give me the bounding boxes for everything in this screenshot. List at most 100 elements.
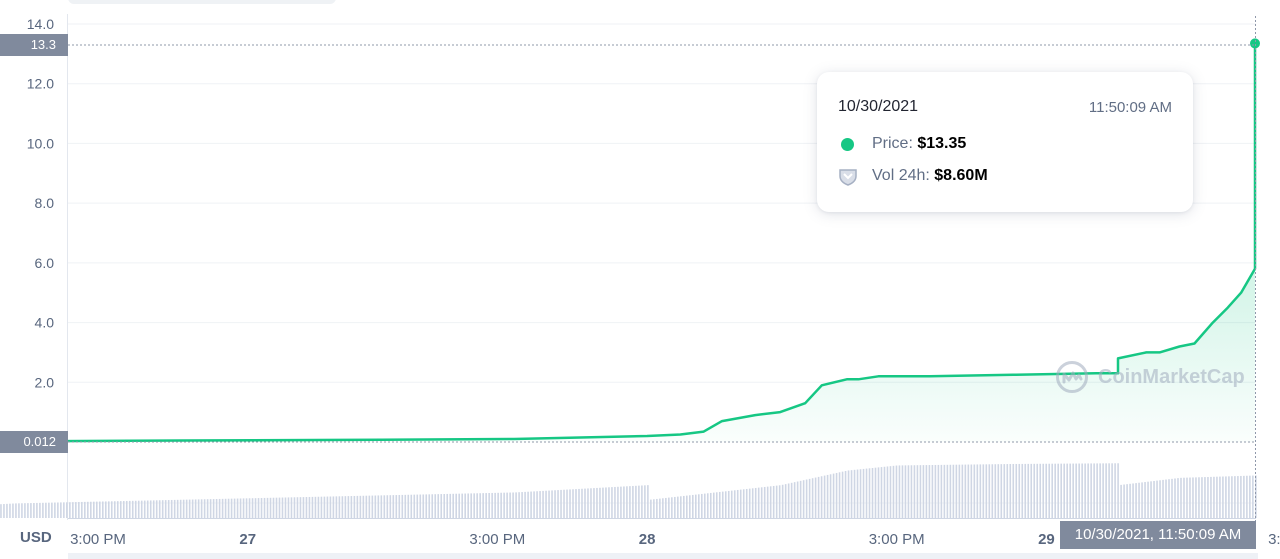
volume-bar xyxy=(0,504,2,518)
volume-bar xyxy=(131,500,134,518)
volume-bar xyxy=(572,489,574,518)
volume-bar xyxy=(39,502,41,518)
volume-bar xyxy=(353,495,356,518)
volume-bar xyxy=(248,498,251,518)
volume-bar xyxy=(500,492,502,518)
low-price-badge: 0.012 xyxy=(0,431,68,453)
x-tick-label: 3:00 PM xyxy=(869,531,925,548)
x-tick-label: 3:00 PM xyxy=(469,531,525,548)
volume-bar xyxy=(479,493,481,518)
y-tick-label: 2.0 xyxy=(35,374,55,390)
volume-bar xyxy=(60,502,62,518)
volume-bar xyxy=(904,465,907,518)
volume-bar xyxy=(371,495,374,518)
volume-bar xyxy=(766,486,769,518)
chart-range-tabs-edge xyxy=(68,0,336,4)
volume-bar xyxy=(233,498,236,518)
volume-bar xyxy=(1009,464,1012,518)
volume-bar xyxy=(12,503,14,518)
volume-bar xyxy=(757,487,760,518)
volume-bar xyxy=(1078,463,1080,518)
volume-bar xyxy=(659,498,661,518)
volume-bar xyxy=(692,494,694,518)
volume-bar xyxy=(1087,463,1089,518)
volume-bar xyxy=(994,464,997,518)
volume-bar xyxy=(617,486,619,518)
volume-bar xyxy=(392,495,395,518)
watermark-text: CoinMarketCap xyxy=(1098,366,1245,388)
volume-bar xyxy=(179,499,182,518)
volume-bar xyxy=(443,493,446,518)
volume-bar xyxy=(482,493,484,518)
volume-bar xyxy=(188,499,191,518)
volume-bar xyxy=(485,493,487,518)
volume-bar xyxy=(838,472,841,518)
volume-bar xyxy=(347,496,350,518)
volume-bar xyxy=(374,495,377,518)
volume-bar xyxy=(715,492,718,518)
y-tick-label: 8.0 xyxy=(35,195,55,211)
range-scrollbar[interactable] xyxy=(68,553,1258,559)
volume-bar xyxy=(1102,463,1104,518)
volume-bar xyxy=(194,499,197,518)
x-tick-label: 29 xyxy=(1038,531,1055,548)
volume-bar xyxy=(320,496,323,518)
volume-bar xyxy=(230,498,233,518)
volume-bar xyxy=(251,498,254,518)
y-tick-label: 4.0 xyxy=(35,315,55,331)
volume-bar xyxy=(1222,476,1224,518)
volume-bar xyxy=(338,496,341,518)
x-tick-label: 3:00 PM xyxy=(70,531,126,548)
volume-bar xyxy=(934,464,937,518)
volume-bar xyxy=(1000,464,1003,518)
volume-bar xyxy=(104,501,107,518)
volume-bar xyxy=(395,495,398,518)
volume-bar xyxy=(302,497,305,518)
volume-bar xyxy=(796,481,799,518)
volume-bar xyxy=(1030,463,1033,518)
crosshair-price-badge: 13.3 xyxy=(0,34,68,56)
volume-bar xyxy=(919,465,922,518)
volume-bar xyxy=(272,497,275,518)
volume-bar xyxy=(275,497,278,518)
volume-bar xyxy=(898,465,901,518)
volume-bar xyxy=(24,503,26,518)
volume-bar xyxy=(991,464,994,518)
volume-bar xyxy=(581,488,583,518)
volume-bar xyxy=(18,503,20,518)
price-area-fill xyxy=(0,43,1255,442)
volume-bar xyxy=(491,492,493,518)
volume-bar xyxy=(1081,463,1083,518)
volume-bar xyxy=(335,496,338,518)
volume-bar xyxy=(1105,463,1107,518)
volume-bar xyxy=(760,487,763,518)
volume-bar xyxy=(1120,484,1122,518)
volume-bar xyxy=(167,500,170,518)
volume-bar xyxy=(176,499,179,518)
volume-bar xyxy=(257,498,260,518)
volume-bar xyxy=(763,486,766,518)
volume-bar xyxy=(323,496,326,518)
volume-bar xyxy=(590,488,592,518)
volume-bar xyxy=(608,487,610,518)
volume-bar xyxy=(434,494,437,518)
volume-bar xyxy=(506,492,508,518)
volume-bar xyxy=(1192,477,1194,518)
volume-bar xyxy=(784,484,787,518)
volume-bar xyxy=(775,485,778,518)
volume-bar xyxy=(949,464,952,518)
volume-bar xyxy=(790,482,793,518)
volume-bar xyxy=(431,494,434,518)
price-point-marker xyxy=(1250,38,1260,49)
tooltip-time: 11:50:09 AM xyxy=(1088,99,1172,116)
volume-bar xyxy=(662,498,664,518)
volume-bar xyxy=(901,465,904,518)
volume-bar xyxy=(536,491,538,518)
volume-bar xyxy=(377,495,380,518)
volume-bar xyxy=(401,494,404,518)
volume-bar xyxy=(311,496,314,518)
volume-bar xyxy=(197,499,200,518)
volume-bar xyxy=(410,494,413,518)
